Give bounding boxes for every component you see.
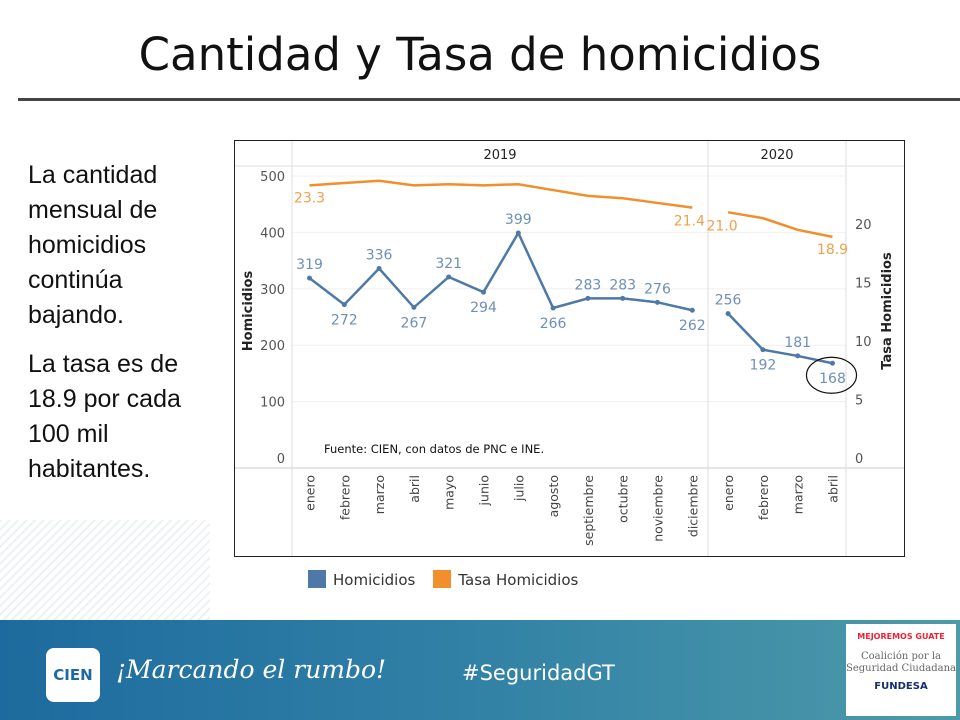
y-tick-label: 100 (260, 396, 285, 411)
data-label: 192 (750, 358, 777, 374)
data-point (760, 347, 766, 353)
y2-tick-label: 10 (855, 335, 872, 350)
data-label: 294 (470, 300, 497, 316)
y-tick-label: 300 (260, 283, 285, 298)
data-point (655, 299, 660, 305)
data-label: 283 (575, 277, 602, 293)
y-tick-label: 500 (260, 170, 285, 185)
month-label: septiembre (581, 475, 596, 546)
decorative-hatch (0, 520, 210, 620)
data-point (689, 307, 695, 313)
data-label: 21.4 (674, 214, 705, 230)
chart-svg: 0 100 200 300 400 500 0 5 10 15 20 2019 2020 Homicidi… (235, 141, 904, 556)
data-label: 21.0 (707, 218, 738, 234)
month-label: octubre (616, 475, 631, 523)
series-line-homicidios (308, 230, 693, 312)
data-label: 399 (505, 212, 532, 228)
y2-tick-label: 0 (855, 452, 863, 467)
month-label: agosto (546, 475, 561, 517)
summary-text: La cantidad mensual de homicidios contin… (20, 158, 206, 501)
homicides-chart: 0 100 200 300 400 500 0 5 10 15 20 2019 2020 Homicidi… (234, 140, 905, 557)
data-point (481, 289, 486, 295)
slide-title: Cantidad y Tasa de homicidios (138, 28, 822, 81)
series-line-tasa (727, 211, 833, 239)
bullet-2: La tasa es de 18.9 por cada 100 mil habi… (28, 350, 181, 483)
data-label: 256 (715, 293, 742, 309)
y-tick-label: 200 (260, 339, 285, 354)
y2-tick-label: 5 (855, 394, 863, 409)
source-annotation: Fuente: CIEN, con datos de PNC e INE. (324, 442, 544, 456)
data-label: 23.3 (294, 190, 325, 206)
mejoremos-guate-logo: MEJOREMOS GUATE (857, 632, 945, 641)
y-axis-title: Homicidios (241, 271, 256, 352)
cien-logo: CIEN (46, 648, 100, 702)
footer-band (0, 620, 960, 720)
month-label: mayo (442, 475, 457, 510)
month-label: abril (826, 475, 841, 503)
data-label: 272 (331, 313, 358, 329)
legend: Homicidios Tasa Homicidios (308, 570, 578, 589)
data-label: 267 (401, 315, 428, 331)
data-point (341, 302, 347, 308)
data-point (411, 304, 417, 310)
legend-swatch (433, 570, 452, 588)
coalicion-logo: Coalición por la Seguridad Ciudadana (846, 651, 956, 674)
month-label: diciembre (685, 475, 700, 537)
legend-swatch (308, 570, 326, 588)
legend-label: Tasa Homicidios (458, 571, 579, 589)
data-point (376, 265, 382, 271)
legend-item-tasa: Tasa Homicidios (433, 570, 578, 589)
data-point (446, 274, 452, 280)
data-point (515, 230, 521, 236)
data-point (620, 295, 626, 301)
data-label: 283 (609, 277, 636, 293)
month-label: junio (477, 475, 492, 506)
y2-axis-title: Tasa Homicidios (880, 252, 895, 370)
month-label: febrero (337, 475, 352, 520)
data-label: 276 (644, 281, 671, 297)
legend-item-homicidios: Homicidios (308, 570, 415, 589)
y-tick-label: 0 (277, 452, 285, 467)
data-point (830, 360, 835, 366)
data-point (550, 305, 556, 311)
data-label: 336 (366, 247, 393, 263)
year-header: 2020 (760, 148, 793, 163)
data-label: 18.9 (817, 242, 848, 258)
month-label: febrero (756, 475, 771, 520)
legend-label: Homicidios (333, 571, 416, 589)
data-point (585, 295, 591, 301)
month-label: julio (511, 475, 526, 502)
data-point (307, 275, 312, 281)
title-divider (18, 98, 960, 101)
data-label: 321 (435, 256, 462, 272)
data-label: 168 (819, 371, 846, 387)
fundesa-logo: FUNDESA (874, 681, 928, 692)
data-label: 319 (296, 257, 323, 273)
month-label: enero (303, 475, 318, 511)
month-label: abril (407, 475, 422, 503)
y-tick-label: 400 (260, 226, 285, 241)
series-line-tasa (309, 179, 693, 209)
y2-tick-label: 20 (855, 218, 872, 233)
data-label: 262 (679, 318, 706, 334)
y2-tick-label: 15 (855, 277, 872, 292)
month-label: marzo (372, 475, 387, 514)
data-label: 181 (784, 335, 811, 351)
month-label: marzo (791, 475, 806, 514)
highlight-circle (805, 356, 858, 394)
month-label: enero (721, 475, 736, 511)
slogan: ¡Marcando el rumbo! (116, 655, 387, 684)
series-line-homicidios (727, 312, 833, 365)
bullet-1: La cantidad mensual de homicidios contin… (28, 161, 158, 329)
month-label: noviembre (651, 475, 666, 542)
partner-logos: MEJOREMOS GUATE Coalición por la Segurid… (846, 624, 956, 716)
data-label: 266 (540, 316, 567, 332)
data-point (795, 353, 801, 359)
data-point (725, 311, 731, 317)
hashtag: #SeguridadGT (462, 661, 615, 685)
year-header: 2019 (483, 148, 516, 163)
